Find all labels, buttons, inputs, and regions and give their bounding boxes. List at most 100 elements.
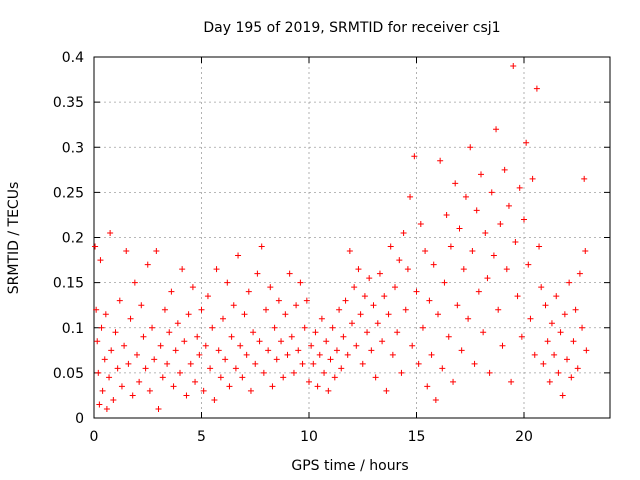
data-point bbox=[559, 392, 566, 399]
data-point bbox=[568, 374, 575, 381]
data-point bbox=[131, 279, 138, 286]
data-point bbox=[447, 243, 454, 250]
y-tick-label: 0.35 bbox=[53, 95, 84, 111]
data-point bbox=[213, 266, 220, 273]
data-point bbox=[344, 351, 351, 358]
data-point bbox=[95, 369, 102, 376]
data-point bbox=[364, 329, 371, 336]
data-point bbox=[574, 365, 581, 372]
data-point bbox=[366, 275, 373, 282]
data-point bbox=[576, 270, 583, 277]
data-point bbox=[226, 383, 233, 390]
data-point bbox=[151, 356, 158, 363]
data-point bbox=[465, 315, 472, 322]
data-point bbox=[110, 396, 117, 403]
grid-lines bbox=[94, 57, 610, 418]
data-point bbox=[525, 261, 532, 268]
data-point bbox=[136, 378, 143, 385]
data-point bbox=[129, 392, 136, 399]
data-point bbox=[103, 405, 110, 412]
data-point bbox=[303, 297, 310, 304]
data-point bbox=[564, 356, 570, 363]
data-point bbox=[583, 347, 590, 354]
data-point bbox=[381, 293, 388, 300]
data-point bbox=[572, 306, 579, 313]
data-point bbox=[269, 383, 276, 390]
data-point bbox=[189, 284, 196, 291]
data-point bbox=[192, 378, 199, 385]
data-points bbox=[92, 63, 590, 412]
data-point bbox=[155, 405, 162, 412]
data-point bbox=[417, 220, 424, 227]
data-point bbox=[516, 184, 523, 191]
x-tick-label: 5 bbox=[197, 429, 206, 445]
data-point bbox=[114, 365, 121, 372]
data-point bbox=[495, 306, 502, 313]
data-point bbox=[112, 329, 119, 336]
data-point bbox=[295, 347, 302, 354]
data-point bbox=[437, 157, 444, 164]
data-point bbox=[385, 311, 392, 318]
data-point bbox=[282, 311, 289, 318]
data-point bbox=[142, 365, 149, 372]
data-point bbox=[286, 270, 293, 277]
data-point bbox=[116, 297, 123, 304]
data-point bbox=[392, 284, 398, 291]
data-point bbox=[518, 333, 525, 340]
data-point bbox=[144, 261, 151, 268]
data-point bbox=[561, 311, 568, 318]
data-point bbox=[505, 202, 512, 209]
chart-title: Day 195 of 2019, SRMTID for receiver csj… bbox=[203, 20, 500, 36]
data-point bbox=[456, 225, 463, 232]
data-point bbox=[400, 229, 407, 236]
data-point bbox=[265, 347, 272, 354]
y-tick-label: 0.05 bbox=[53, 366, 84, 382]
data-point bbox=[471, 360, 478, 367]
data-point bbox=[260, 369, 267, 376]
data-point bbox=[174, 320, 181, 327]
data-point bbox=[200, 387, 207, 394]
data-point bbox=[450, 378, 457, 385]
data-point bbox=[308, 342, 315, 349]
data-point bbox=[329, 324, 336, 331]
data-point bbox=[521, 216, 527, 223]
data-point bbox=[544, 338, 551, 345]
data-point bbox=[123, 248, 130, 255]
data-point bbox=[98, 324, 105, 331]
data-point bbox=[336, 306, 343, 313]
data-point bbox=[426, 297, 433, 304]
data-point bbox=[493, 126, 500, 133]
data-point bbox=[310, 360, 317, 367]
data-point bbox=[170, 383, 177, 390]
data-point bbox=[361, 293, 368, 300]
data-point bbox=[312, 329, 319, 336]
data-point bbox=[140, 333, 147, 340]
data-point bbox=[508, 378, 515, 385]
data-point bbox=[497, 220, 504, 227]
data-point bbox=[480, 329, 487, 336]
data-point bbox=[290, 369, 297, 376]
data-point bbox=[224, 279, 231, 286]
data-point bbox=[99, 387, 106, 394]
data-point bbox=[346, 248, 353, 255]
data-point bbox=[97, 257, 104, 264]
data-point bbox=[379, 338, 386, 345]
data-point bbox=[327, 356, 334, 363]
data-point bbox=[333, 347, 340, 354]
data-point bbox=[280, 374, 287, 381]
data-point bbox=[579, 324, 586, 331]
data-point bbox=[439, 365, 446, 372]
data-point bbox=[325, 387, 332, 394]
data-point bbox=[288, 333, 295, 340]
data-point bbox=[394, 329, 401, 336]
data-point bbox=[538, 284, 545, 291]
data-point bbox=[359, 360, 366, 367]
data-point bbox=[443, 211, 450, 218]
data-point bbox=[278, 338, 285, 345]
x-axis-label: GPS time / hours bbox=[291, 458, 408, 474]
data-point bbox=[490, 252, 497, 259]
y-tick-label: 0.4 bbox=[62, 50, 84, 66]
data-point bbox=[211, 396, 218, 403]
data-point bbox=[349, 320, 355, 327]
